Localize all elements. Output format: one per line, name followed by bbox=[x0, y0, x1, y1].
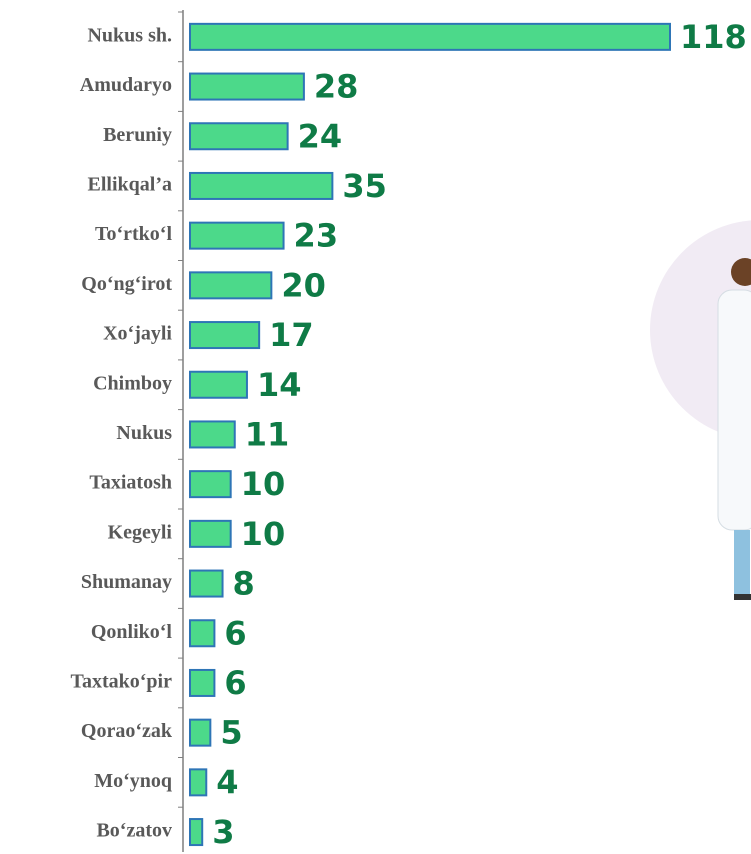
category-label: Xo‘jayli bbox=[103, 323, 172, 345]
value-label: 4 bbox=[216, 763, 238, 801]
category-label: Kegeyli bbox=[108, 521, 173, 543]
category-label: Beruniy bbox=[103, 124, 172, 146]
bar bbox=[190, 819, 202, 845]
bar bbox=[190, 173, 332, 199]
value-label: 6 bbox=[224, 664, 246, 702]
value-label: 118 bbox=[680, 18, 747, 56]
bar bbox=[190, 322, 259, 348]
bar bbox=[190, 372, 247, 398]
value-label: 23 bbox=[294, 217, 339, 255]
bar bbox=[190, 471, 231, 497]
category-label: Shumanay bbox=[81, 571, 172, 593]
value-label: 14 bbox=[257, 366, 302, 404]
value-label: 6 bbox=[224, 614, 246, 652]
bar bbox=[190, 74, 304, 100]
bar bbox=[190, 571, 223, 597]
value-label: 8 bbox=[233, 565, 255, 603]
value-label: 17 bbox=[269, 316, 314, 354]
bar bbox=[190, 620, 214, 646]
bar bbox=[190, 223, 284, 249]
bar bbox=[190, 720, 210, 746]
category-label: Bo‘zatov bbox=[96, 820, 172, 842]
category-label: Nukus bbox=[116, 422, 172, 444]
value-label: 28 bbox=[314, 68, 359, 106]
category-label: Qorao‘zak bbox=[81, 720, 173, 742]
chart: Nukus sh.118Amudaryo28Beruniy24Ellikqal’… bbox=[0, 0, 751, 854]
value-label: 35 bbox=[342, 167, 387, 205]
category-label: Taxiatosh bbox=[89, 472, 172, 494]
category-label: Mo‘ynoq bbox=[94, 770, 172, 792]
legs bbox=[734, 530, 750, 598]
value-label: 11 bbox=[245, 415, 290, 453]
bar bbox=[190, 769, 206, 795]
category-label: Amudaryo bbox=[80, 74, 172, 96]
value-label: 5 bbox=[220, 714, 242, 752]
bar bbox=[190, 272, 271, 298]
bar bbox=[190, 521, 231, 547]
value-label: 3 bbox=[212, 813, 234, 851]
category-label: Qo‘ng‘irot bbox=[81, 273, 172, 295]
value-label: 24 bbox=[298, 117, 343, 155]
category-label: Nukus sh. bbox=[87, 24, 172, 46]
category-label: Chimboy bbox=[93, 372, 172, 394]
category-label: Taxtako‘pir bbox=[70, 671, 172, 693]
coat bbox=[718, 290, 751, 530]
page: Nukus sh.118Amudaryo28Beruniy24Ellikqal’… bbox=[0, 0, 751, 854]
illustration bbox=[650, 220, 751, 600]
category-label: To‘rtko‘l bbox=[95, 223, 172, 245]
bar bbox=[190, 123, 288, 149]
value-label: 20 bbox=[281, 266, 326, 304]
bar bbox=[190, 24, 670, 50]
category-label: Qonliko‘l bbox=[91, 621, 173, 643]
category-label: Ellikqal’a bbox=[88, 174, 172, 196]
bar bbox=[190, 670, 214, 696]
value-label: 10 bbox=[241, 515, 286, 553]
bar bbox=[190, 421, 235, 447]
shoe bbox=[734, 594, 751, 600]
value-label: 10 bbox=[241, 465, 286, 503]
